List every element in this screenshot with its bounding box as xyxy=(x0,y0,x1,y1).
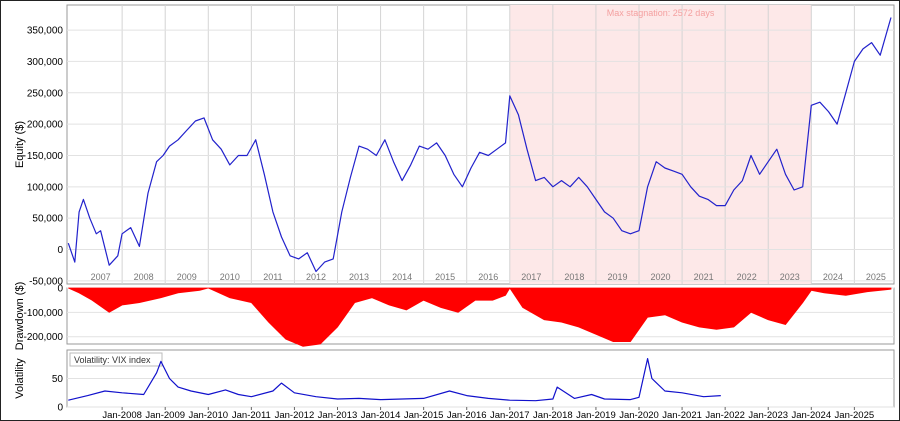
equity-year-label: 2010 xyxy=(220,272,240,282)
equity-year-label: 2014 xyxy=(392,272,412,282)
x-tick-label: Jan-2012 xyxy=(275,410,315,420)
x-tick-label: Jan-2011 xyxy=(232,410,271,420)
stagnation-region xyxy=(509,5,812,284)
volatility-y-tick-label: 0 xyxy=(57,403,63,414)
volatility-axis-title: Volatility xyxy=(14,358,26,399)
equity-year-label: 2012 xyxy=(306,272,326,282)
equity-year-label: 2019 xyxy=(607,272,627,282)
x-tick-label: Jan-2017 xyxy=(490,410,530,420)
x-tick-label: Jan-2013 xyxy=(318,410,358,420)
equity-year-label: 2009 xyxy=(177,272,197,282)
x-tick-label: Jan-2023 xyxy=(748,410,788,420)
vix-line xyxy=(68,358,721,402)
equity-year-label: 2020 xyxy=(651,272,671,282)
x-tick-label: Jan-2010 xyxy=(188,410,228,420)
equity-y-tick-label: -50,000 xyxy=(29,276,63,287)
x-tick-label: Jan-2024 xyxy=(791,410,831,420)
x-tick-label: Jan-2008 xyxy=(102,410,142,420)
x-tick-label: Jan-2014 xyxy=(361,410,401,420)
volatility-y-tick-label: 50 xyxy=(52,374,64,385)
drawdown-y-tick-label: 0 xyxy=(57,284,63,295)
x-tick-label: Jan-2022 xyxy=(705,410,745,420)
volatility-legend-box xyxy=(69,352,163,367)
equity-year-label: 2025 xyxy=(866,272,886,282)
x-tick-label: Jan-2009 xyxy=(145,410,185,420)
equity-y-tick-label: 350,000 xyxy=(27,26,64,37)
equity-y-tick-label: 100,000 xyxy=(27,182,64,193)
x-tick-label: Jan-2019 xyxy=(576,410,616,420)
equity-y-tick-label: 200,000 xyxy=(27,120,64,131)
equity-y-tick-label: 0 xyxy=(57,245,63,256)
x-tick-label: Jan-2020 xyxy=(619,410,659,420)
equity-year-label: 2016 xyxy=(478,272,498,282)
drawdown-area xyxy=(68,287,892,347)
equity-year-label: 2007 xyxy=(91,272,111,282)
equity-y-tick-label: 150,000 xyxy=(27,151,64,162)
equity-axis-title: Equity ($) xyxy=(14,121,26,168)
equity-year-label: 2015 xyxy=(435,272,455,282)
equity-year-label: 2024 xyxy=(823,272,843,282)
max-stagnation-annotation: Max stagnation: 2572 days xyxy=(607,8,715,18)
drawdown-axis-title: Drawdown ($) xyxy=(14,282,26,350)
x-tick-label: Jan-2015 xyxy=(404,410,444,420)
x-tick-label: Jan-2018 xyxy=(533,410,573,420)
drawdown-y-tick-label: -100,000 xyxy=(24,308,64,319)
equity-y-tick-label: 250,000 xyxy=(27,88,64,99)
x-tick-label: Jan-2021 xyxy=(662,410,702,420)
equity-year-label: 2008 xyxy=(134,272,154,282)
equity-year-label: 2018 xyxy=(564,272,584,282)
equity-year-label: 2022 xyxy=(737,272,757,282)
equity-y-tick-label: 300,000 xyxy=(27,57,64,68)
x-tick-label: Jan-2025 xyxy=(835,410,875,420)
equity-year-label: 2011 xyxy=(263,272,282,282)
equity-year-label: 2013 xyxy=(349,272,369,282)
equity-line xyxy=(67,17,892,273)
drawdown-y-tick-label: -200,000 xyxy=(24,332,64,343)
equity-year-label: 2017 xyxy=(521,272,541,282)
volatility-legend: Volatility: VIX index xyxy=(74,355,151,365)
equity-y-tick-label: 50,000 xyxy=(32,214,63,225)
equity-year-label: 2021 xyxy=(694,272,714,282)
equity-year-label: 2023 xyxy=(780,272,800,282)
x-tick-label: Jan-2016 xyxy=(447,410,487,420)
